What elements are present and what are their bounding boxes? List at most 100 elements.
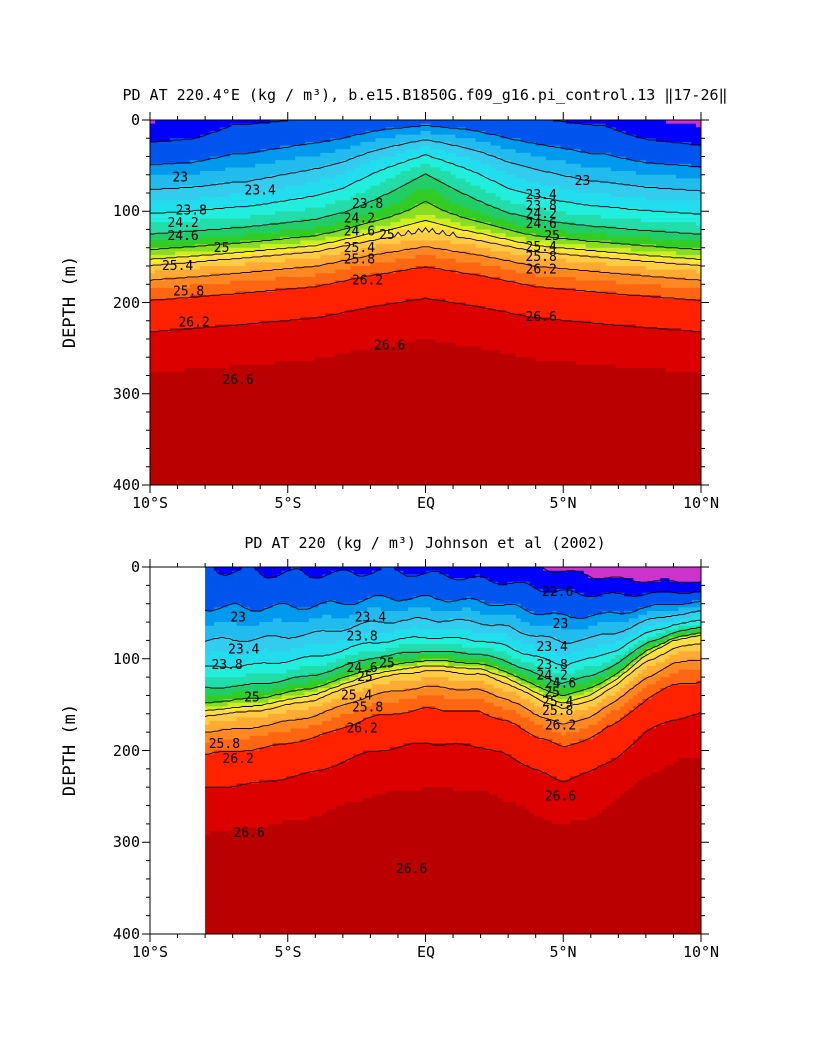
density-cell xyxy=(165,302,171,307)
density-cell xyxy=(150,240,156,245)
density-cell xyxy=(360,266,366,271)
density-cell xyxy=(380,120,387,125)
density-cell xyxy=(340,331,346,336)
density-cell xyxy=(390,477,397,482)
density-cell xyxy=(350,174,356,179)
density-cell xyxy=(205,255,211,260)
density-cell xyxy=(210,240,216,245)
density-cell xyxy=(160,207,166,212)
density-cell xyxy=(225,233,231,238)
density-cell xyxy=(330,397,336,402)
density-cell xyxy=(220,178,226,183)
density-cell xyxy=(275,346,281,351)
density-cell xyxy=(265,433,271,439)
density-cell xyxy=(320,397,326,402)
density-cell xyxy=(315,331,321,336)
density-cell xyxy=(175,419,181,424)
density-cell xyxy=(215,404,221,409)
density-cell xyxy=(205,335,211,340)
density-cell xyxy=(185,266,191,271)
density-cell xyxy=(315,313,321,318)
density-cell xyxy=(255,273,261,278)
density-cell xyxy=(375,266,382,271)
density-cell xyxy=(160,339,166,344)
density-cell xyxy=(290,415,296,420)
density-cell xyxy=(155,171,161,176)
density-cell xyxy=(240,401,246,406)
density-cell xyxy=(320,287,326,293)
density-cell xyxy=(275,211,281,216)
density-cell xyxy=(185,339,191,344)
density-cell xyxy=(170,364,176,369)
density-cell xyxy=(340,120,346,125)
density-cell xyxy=(300,342,306,347)
density-cell xyxy=(275,371,281,377)
density-cell xyxy=(255,280,261,285)
density-cell xyxy=(395,441,402,446)
density-cell xyxy=(310,463,316,468)
density-cell xyxy=(185,295,191,300)
density-cell xyxy=(240,189,246,194)
density-cell xyxy=(235,452,241,457)
chart-title: PD AT 220.4°E (kg / m³), b.e15.B1850G.f0… xyxy=(122,86,727,104)
density-cell xyxy=(235,196,241,201)
density-cell xyxy=(270,437,276,442)
density-cell xyxy=(335,360,341,366)
density-cell xyxy=(160,364,166,369)
density-cell xyxy=(370,426,377,431)
density-cell xyxy=(230,233,236,238)
density-cell xyxy=(350,404,356,409)
density-cell xyxy=(360,339,366,344)
density-cell xyxy=(230,317,236,322)
density-cell xyxy=(330,481,336,485)
density-cell xyxy=(270,207,276,212)
density-cell xyxy=(305,287,311,293)
density-cell xyxy=(200,452,206,457)
density-cell xyxy=(385,273,392,278)
density-cell xyxy=(175,225,181,231)
density-cell xyxy=(235,313,241,318)
density-cell xyxy=(365,196,371,201)
density-cell xyxy=(330,276,336,282)
density-cell xyxy=(185,280,191,285)
density-cell xyxy=(190,298,196,304)
density-cell xyxy=(175,203,181,209)
density-cell xyxy=(190,349,196,355)
density-cell xyxy=(280,298,286,304)
density-cell xyxy=(395,298,402,304)
density-cell xyxy=(205,474,211,479)
density-cell xyxy=(200,357,206,362)
density-cell xyxy=(225,229,231,234)
density-cell xyxy=(345,291,351,296)
density-cell xyxy=(200,262,206,267)
density-cell xyxy=(280,255,286,260)
density-cell xyxy=(235,335,241,340)
density-cell xyxy=(325,481,331,485)
density-cell xyxy=(295,313,301,318)
density-cell xyxy=(230,247,236,252)
density-cell xyxy=(300,236,306,242)
density-cell xyxy=(305,247,311,252)
density-cell xyxy=(270,481,276,485)
density-cell xyxy=(225,211,231,216)
density-cell xyxy=(200,412,206,417)
density-cell xyxy=(155,349,161,355)
density-cell xyxy=(185,287,191,293)
density-cell xyxy=(310,433,316,439)
density-cell xyxy=(290,346,296,351)
density-cell xyxy=(365,218,371,223)
density-cell xyxy=(230,196,236,201)
density-cell xyxy=(170,171,176,176)
density-cell xyxy=(355,225,361,231)
density-cell xyxy=(185,178,191,183)
density-cell xyxy=(220,193,226,198)
density-cell xyxy=(325,353,331,358)
density-cell xyxy=(295,247,301,252)
density-cell xyxy=(330,331,336,336)
density-cell xyxy=(265,266,271,271)
density-cell xyxy=(210,269,216,274)
density-cell xyxy=(300,276,306,282)
density-cell xyxy=(230,152,236,158)
density-cell xyxy=(300,255,306,260)
density-cell xyxy=(295,382,301,388)
